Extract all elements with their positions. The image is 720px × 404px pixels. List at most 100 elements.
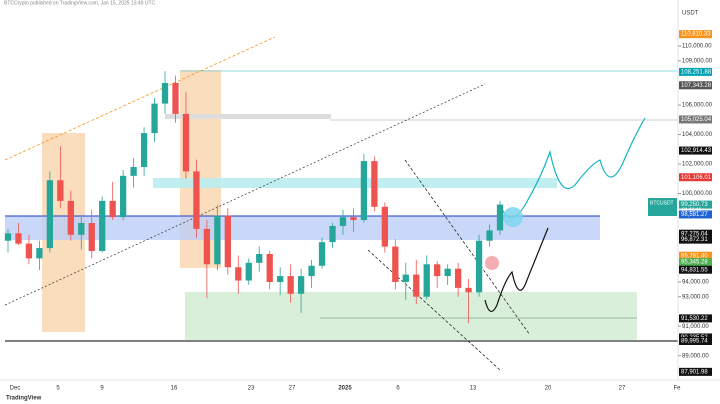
- countdown: 01:10:16: [682, 207, 702, 213]
- candle-body: [339, 217, 347, 226]
- y-tick-label: 93,000.00: [682, 294, 709, 300]
- candle-body: [235, 267, 242, 281]
- candle-body: [130, 166, 137, 176]
- candle-body: [454, 268, 462, 288]
- candle-body: [15, 233, 22, 244]
- price-tag: [679, 367, 712, 376]
- price-tag-label: 107,343.28: [681, 83, 712, 89]
- y-tick-label: 106,000.00: [682, 103, 713, 109]
- x-tick-label: 5: [56, 386, 60, 392]
- price-tag: [679, 81, 712, 90]
- zone: [165, 114, 331, 119]
- price-tag: [679, 251, 712, 260]
- candle-body: [4, 233, 12, 241]
- candle-body: [120, 175, 127, 218]
- price-tag-label: 87,901.98: [681, 369, 708, 375]
- price-tag-label: 97,275.04: [681, 231, 708, 237]
- price-tag-label: 108,251.88: [681, 69, 712, 75]
- x-tick-label: 20: [545, 386, 552, 392]
- y-tick-label: 109,000.00: [682, 58, 713, 64]
- candle-body: [277, 276, 284, 282]
- candle-body: [297, 276, 305, 294]
- candle-body: [444, 268, 451, 277]
- candle-body: [46, 180, 54, 249]
- zone: [185, 292, 637, 340]
- price-tag-label: 95,781.40: [681, 253, 708, 259]
- x-tick-label: 13: [470, 386, 477, 392]
- candle-body: [88, 223, 95, 252]
- price-tag: [679, 258, 712, 267]
- x-tick-label: 23: [248, 386, 255, 392]
- candle-body: [371, 161, 378, 207]
- candle-body: [486, 230, 493, 241]
- price-tag-label: 94,831.55: [681, 267, 708, 273]
- candle-body: [496, 204, 504, 231]
- y-tick-label: 94,000.00: [682, 280, 709, 286]
- price-tag: [679, 30, 712, 39]
- y-tick-label: 104,000.00: [682, 132, 713, 138]
- marker: [485, 256, 499, 270]
- candle-body: [109, 200, 116, 218]
- price-tag-label: 96,872.31: [681, 237, 708, 243]
- x-tick-label: 27: [289, 386, 296, 392]
- candle-body: [193, 171, 200, 229]
- x-tick-label: 9: [100, 386, 104, 392]
- price-tag-label: 101,106.01: [681, 175, 712, 181]
- candle-body: [423, 264, 430, 297]
- candle-body: [57, 180, 64, 201]
- price-tag-label: 102,914.43: [681, 148, 712, 154]
- trendline: [4, 83, 486, 306]
- candle-body: [256, 253, 263, 263]
- x-tick-label: 16: [171, 386, 178, 392]
- price-tag-label: 105,025.04: [681, 117, 712, 123]
- candle-body: [392, 246, 399, 282]
- y-tick-label: 102,000.00: [682, 162, 713, 168]
- price-tag-label: 110,810.33: [681, 32, 711, 38]
- x-tick-label: 6: [396, 386, 400, 392]
- y-tick-label: 110,000.00: [682, 44, 712, 50]
- candle-body: [402, 274, 409, 282]
- price-tag-label: 99,250.73: [681, 202, 708, 208]
- candle-body: [224, 215, 231, 268]
- price-tag: [679, 200, 712, 209]
- price-tag: [679, 336, 712, 345]
- price-tag-label: 91,530.22: [681, 316, 708, 322]
- price-tag: [679, 265, 712, 274]
- trendline: [4, 36, 276, 161]
- trendline: [404, 159, 531, 336]
- projection: [484, 227, 549, 312]
- price-tag: [679, 314, 712, 323]
- candles: [4, 71, 504, 324]
- candle-body: [475, 240, 483, 293]
- candle-body: [182, 113, 190, 172]
- brand: TradingView: [6, 396, 42, 402]
- header: BTCCrypto published on TradingView.com, …: [4, 0, 155, 6]
- price-tag: [679, 67, 712, 76]
- candle-body: [308, 265, 315, 277]
- candle-body: [36, 248, 43, 259]
- candle-body: [151, 103, 158, 134]
- candle-body: [465, 287, 472, 293]
- price-tag: [679, 229, 712, 238]
- symbol-tag: [648, 198, 677, 216]
- marker: [503, 207, 523, 227]
- candle-body: [99, 200, 106, 252]
- zone: [153, 178, 557, 188]
- candle-body: [203, 228, 211, 265]
- candle-body: [172, 82, 179, 114]
- price-tag: [679, 235, 712, 244]
- candle-body: [350, 217, 357, 221]
- projection: [499, 117, 646, 219]
- symbol: BTCUSDT: [650, 200, 674, 206]
- candle-body: [78, 223, 85, 235]
- price-tag: [679, 146, 712, 155]
- y-tick-label: 91,000.00: [682, 324, 709, 330]
- x-tick-label: Dec: [10, 386, 21, 392]
- x-tick-label: 27: [619, 386, 626, 392]
- candle-body: [287, 276, 294, 294]
- y-tick-label: 100,000.00: [682, 191, 713, 197]
- price-tag: [679, 173, 712, 182]
- x-tick-label: 2025: [338, 386, 352, 392]
- candle-body: [318, 242, 326, 266]
